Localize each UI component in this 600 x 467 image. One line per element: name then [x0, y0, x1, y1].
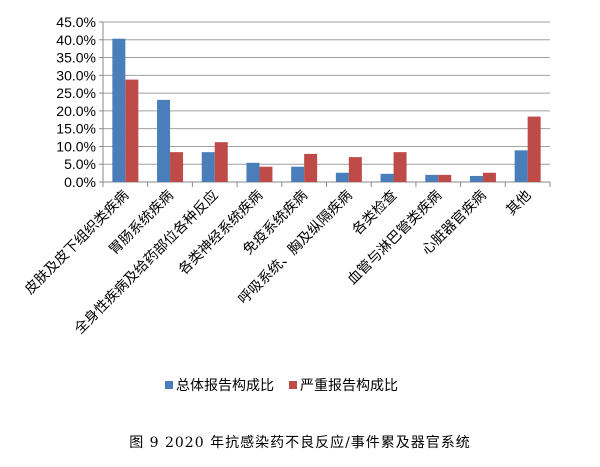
bar-overall	[514, 150, 528, 182]
bar-overall	[246, 162, 260, 182]
bar-overall	[425, 174, 439, 182]
legend-label: 总体报告构成比	[176, 378, 274, 394]
y-tick-label: 20.0%	[56, 103, 96, 119]
bar-severe	[527, 116, 541, 182]
bar-overall	[380, 173, 394, 182]
bar-overall	[335, 172, 349, 182]
legend-swatch	[289, 381, 297, 389]
y-tick-label: 15.0%	[56, 121, 96, 137]
bar-severe	[348, 157, 362, 182]
bar-severe	[438, 174, 452, 182]
bar-severe	[125, 79, 139, 182]
figure-caption: 图 9 2020 年抗感染药不良反应/事件累及器官系统	[129, 435, 471, 451]
bar-severe	[214, 142, 228, 182]
bar-overall	[469, 175, 483, 182]
legend-label: 严重报告构成比	[300, 378, 398, 394]
y-tick-label: 45.0%	[56, 14, 96, 30]
bar-severe	[259, 166, 273, 182]
y-tick-label: 30.0%	[56, 67, 96, 83]
y-tick-label: 0.0%	[64, 174, 96, 190]
bar-overall	[291, 166, 305, 182]
bar-severe	[482, 172, 496, 182]
y-tick-label: 25.0%	[56, 85, 96, 101]
bar-severe	[393, 152, 407, 182]
bar-chart: 0.0% 5.0% 10.0%15.0% 20.0% 25.0% 30.0%35.0% 40…	[22, 14, 551, 394]
bar-overall	[157, 99, 171, 182]
y-tick-label: 35.0%	[56, 50, 96, 66]
bar-severe	[304, 153, 318, 182]
y-tick-label: 10.0%	[56, 138, 96, 154]
bar-overall	[112, 38, 126, 182]
bar-overall	[201, 152, 215, 182]
bar-severe	[170, 152, 184, 182]
y-tick-label: 40.0%	[56, 32, 96, 48]
x-tick-label: 其他	[503, 188, 534, 219]
y-tick-label: 5.0%	[64, 156, 96, 172]
legend-swatch	[165, 381, 173, 389]
x-tick-label: 各类神经系统疾病	[176, 188, 267, 279]
